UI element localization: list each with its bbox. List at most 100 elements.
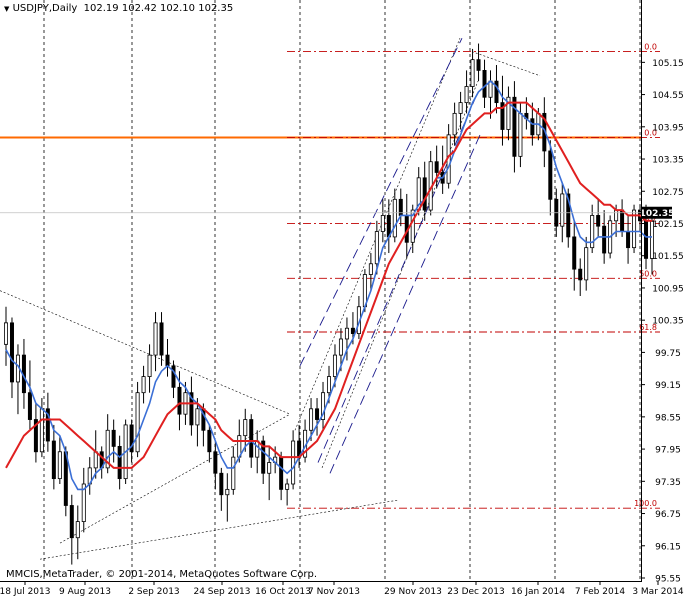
candle[interactable] — [219, 467, 224, 511]
candle[interactable] — [129, 419, 134, 463]
candle-body — [93, 451, 98, 469]
channel-line[interactable] — [299, 37, 463, 367]
candle[interactable] — [548, 140, 553, 216]
candle[interactable] — [380, 199, 385, 243]
candle[interactable] — [9, 317, 14, 399]
candle[interactable] — [452, 102, 457, 146]
candle[interactable] — [207, 424, 212, 463]
candle-body — [4, 322, 9, 345]
time-tick-label: 29 Nov 2013 — [384, 587, 442, 597]
time-tick-label: 9 Aug 2013 — [59, 587, 111, 597]
candle-body — [105, 429, 110, 469]
candle-body — [177, 386, 182, 415]
candle[interactable] — [171, 360, 176, 399]
candle[interactable] — [476, 43, 481, 82]
candle[interactable] — [27, 360, 32, 431]
copyright-notice: MMCIS,MetaTrader, © 2001-2014, MetaQuote… — [6, 569, 318, 580]
candle[interactable] — [506, 86, 511, 141]
candle-body — [45, 408, 50, 442]
trend-line[interactable] — [0, 290, 291, 415]
candle[interactable] — [267, 446, 272, 501]
trend-line[interactable] — [321, 81, 479, 468]
candle-body — [159, 322, 164, 356]
candle[interactable] — [135, 381, 140, 458]
candle[interactable] — [231, 446, 236, 495]
candle-body — [69, 505, 74, 539]
candle[interactable] — [45, 392, 50, 452]
candle[interactable] — [51, 424, 56, 490]
candle-body — [392, 198, 397, 238]
candle-body — [249, 419, 254, 458]
candle[interactable] — [225, 473, 230, 522]
candle[interactable] — [33, 403, 38, 463]
candle[interactable] — [482, 59, 487, 108]
candle[interactable] — [4, 306, 9, 366]
candle-body — [338, 338, 343, 356]
candle[interactable] — [111, 419, 116, 463]
candle[interactable] — [494, 65, 499, 114]
candle[interactable] — [57, 435, 62, 484]
candle-body — [494, 80, 499, 104]
candle[interactable] — [147, 344, 152, 393]
candle[interactable] — [596, 199, 601, 237]
candle[interactable] — [243, 408, 248, 452]
candle-body — [596, 215, 601, 227]
candle[interactable] — [69, 494, 74, 565]
candle[interactable] — [195, 398, 200, 447]
candle[interactable] — [213, 441, 218, 490]
trend-line[interactable] — [471, 51, 541, 77]
candle-body — [518, 112, 523, 157]
candle[interactable] — [117, 435, 122, 490]
candle[interactable] — [141, 365, 146, 404]
candle[interactable] — [321, 381, 326, 431]
candle-body — [626, 231, 631, 249]
moving-average-line[interactable] — [5, 101, 652, 469]
candle-body — [632, 209, 637, 249]
candle[interactable] — [584, 236, 589, 291]
candle[interactable] — [374, 220, 379, 275]
candle[interactable] — [434, 145, 439, 189]
price-tick-label: 99.15 — [655, 381, 681, 391]
price-tick-label: 104.55 — [652, 91, 684, 101]
candle[interactable] — [153, 312, 158, 372]
candle[interactable] — [159, 312, 164, 366]
channel-line[interactable] — [329, 134, 481, 474]
candle[interactable] — [261, 435, 266, 484]
candle-body — [141, 376, 146, 394]
candle[interactable] — [368, 253, 373, 291]
fibonacci-level-label: 61.8 — [639, 323, 657, 332]
candle[interactable] — [315, 398, 320, 436]
candle-body — [51, 440, 56, 480]
candle-body — [243, 419, 248, 437]
candle[interactable] — [291, 430, 296, 490]
candle[interactable] — [512, 81, 517, 173]
price-tick-label: 105.15 — [652, 59, 684, 69]
candle[interactable] — [81, 467, 86, 533]
candle[interactable] — [392, 188, 397, 243]
moving-average-line[interactable] — [5, 80, 652, 491]
candle[interactable] — [572, 220, 577, 291]
candle[interactable] — [189, 376, 194, 436]
candle-body — [27, 392, 32, 420]
candle[interactable] — [464, 70, 469, 114]
candle[interactable] — [500, 75, 505, 146]
candle[interactable] — [578, 258, 583, 296]
candle[interactable] — [75, 505, 80, 560]
candle-body — [452, 112, 457, 136]
candle[interactable] — [422, 161, 427, 221]
candle[interactable] — [344, 317, 349, 361]
candle[interactable] — [632, 204, 637, 254]
fibonacci-level-label: 0.0 — [644, 129, 657, 138]
candle[interactable] — [470, 48, 475, 98]
trend-line[interactable] — [39, 499, 399, 560]
candle[interactable] — [285, 478, 290, 506]
fibonacci-level-label: 0.0 — [644, 43, 657, 52]
header-triangle-icon: ▼ — [4, 5, 10, 13]
candle-body — [309, 408, 314, 431]
time-tick-label: 7 Feb 2014 — [575, 587, 626, 597]
chart-header: ▼ USDJPY,Daily 102.19 102.42 102.10 102.… — [4, 3, 233, 14]
candle[interactable] — [309, 398, 314, 442]
candle[interactable] — [458, 91, 463, 130]
